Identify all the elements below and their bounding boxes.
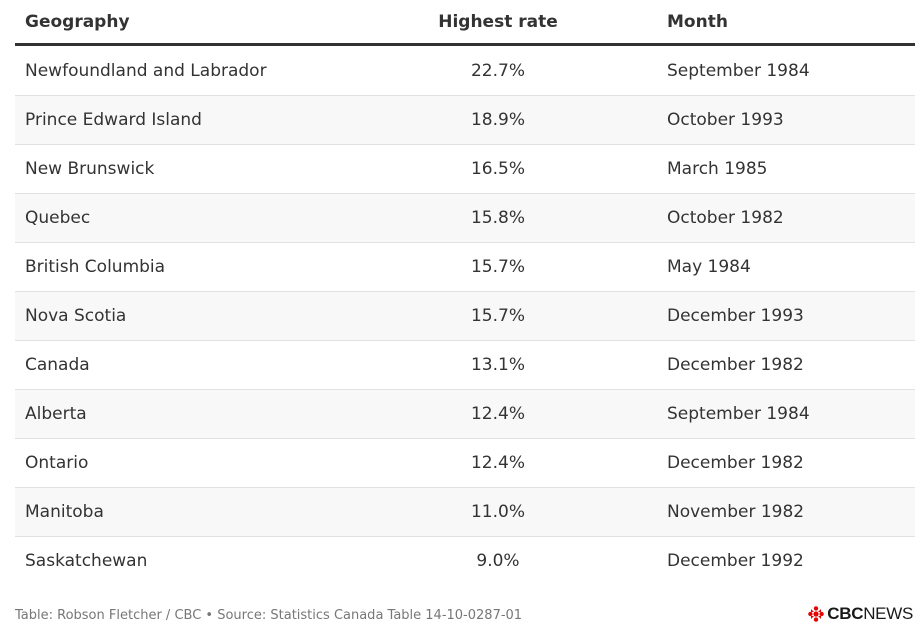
- cell-geography: Prince Edward Island: [25, 110, 202, 130]
- cell-geography: Ontario: [25, 453, 89, 473]
- table-row: Nova Scotia 15.7% December 1993: [15, 292, 915, 341]
- cell-month: December 1982: [667, 355, 804, 375]
- table-row: Quebec 15.8% October 1982: [15, 194, 915, 243]
- table-row: Manitoba 11.0% November 1982: [15, 488, 915, 537]
- cell-highest-rate: 15.7%: [470, 257, 525, 277]
- cell-month: December 1993: [667, 306, 804, 326]
- cell-highest-rate: 11.0%: [470, 502, 525, 522]
- cell-month: November 1982: [667, 502, 805, 522]
- cell-month: September 1984: [667, 61, 810, 81]
- cell-month: May 1984: [667, 257, 751, 277]
- cell-highest-rate: 12.4%: [470, 404, 525, 424]
- cell-highest-rate: 12.4%: [470, 453, 525, 473]
- cell-month: September 1984: [667, 404, 810, 424]
- table-header: Geography Highest rate Month: [15, 0, 915, 46]
- cell-month: December 1982: [667, 453, 804, 473]
- column-header-highest-rate: Highest rate: [438, 11, 558, 32]
- table-row: Newfoundland and Labrador 22.7% September …: [15, 47, 915, 96]
- cell-geography: Saskatchewan: [25, 551, 148, 571]
- table-row: New Brunswick 16.5% March 1985: [15, 145, 915, 194]
- cell-month: October 1993: [667, 110, 784, 130]
- cell-geography: Nova Scotia: [25, 306, 127, 326]
- cell-geography: British Columbia: [25, 257, 166, 277]
- table-row: Ontario 12.4% December 1982: [15, 439, 915, 488]
- logo-brand: CBC: [827, 604, 864, 623]
- cell-highest-rate: 18.9%: [470, 110, 525, 130]
- cbc-news-logo: CBCNEWS: [808, 604, 913, 624]
- cell-geography: Canada: [25, 355, 90, 375]
- table-row: Saskatchewan 9.0% December 1992: [15, 537, 915, 585]
- data-table: Geography Highest rate Month Newfoundlan…: [15, 0, 915, 585]
- cell-highest-rate: 15.8%: [470, 208, 525, 228]
- table-row: Prince Edward Island 18.9% October 1993: [15, 96, 915, 145]
- cbc-gem-icon: [808, 606, 825, 622]
- cell-highest-rate: 13.1%: [470, 355, 525, 375]
- cell-highest-rate: 15.7%: [470, 306, 525, 326]
- cell-month: October 1982: [667, 208, 784, 228]
- cell-highest-rate: 22.7%: [470, 61, 525, 81]
- cell-month: March 1985: [667, 159, 768, 179]
- table-body: Newfoundland and Labrador 22.7% September …: [15, 47, 915, 585]
- source-credit: Table: Robson Fletcher / CBC • Source: S…: [15, 608, 523, 623]
- column-header-month: Month: [667, 11, 728, 32]
- table-row: Canada 13.1% December 1982: [15, 341, 915, 390]
- logo-product: NEWS: [863, 604, 913, 623]
- cell-geography: Manitoba: [25, 502, 104, 522]
- cell-geography: Newfoundland and Labrador: [25, 61, 267, 81]
- cell-geography: Quebec: [25, 208, 91, 228]
- cell-geography: Alberta: [25, 404, 87, 424]
- cell-highest-rate: 9.0%: [476, 551, 520, 571]
- table-row: Alberta 12.4% September 1984: [15, 390, 915, 439]
- table-row: British Columbia 15.7% May 1984: [15, 243, 915, 292]
- cell-month: December 1992: [667, 551, 804, 571]
- cell-geography: New Brunswick: [25, 159, 155, 179]
- cell-highest-rate: 16.5%: [470, 159, 525, 179]
- column-header-geography: Geography: [25, 11, 130, 32]
